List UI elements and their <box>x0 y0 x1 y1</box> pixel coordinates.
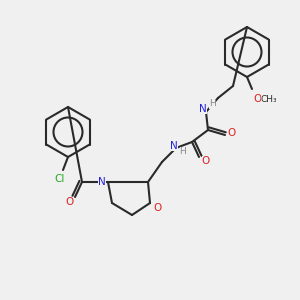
Text: O: O <box>65 197 73 207</box>
Text: Cl: Cl <box>55 174 65 184</box>
Text: O: O <box>202 156 210 166</box>
Text: H: H <box>208 100 215 109</box>
Text: N: N <box>170 141 178 151</box>
Text: O: O <box>228 128 236 138</box>
Text: N: N <box>199 104 207 114</box>
Text: O: O <box>253 94 261 104</box>
Text: O: O <box>154 203 162 213</box>
Text: CH₃: CH₃ <box>261 94 277 103</box>
Text: H: H <box>180 146 186 155</box>
Text: N: N <box>98 177 106 187</box>
